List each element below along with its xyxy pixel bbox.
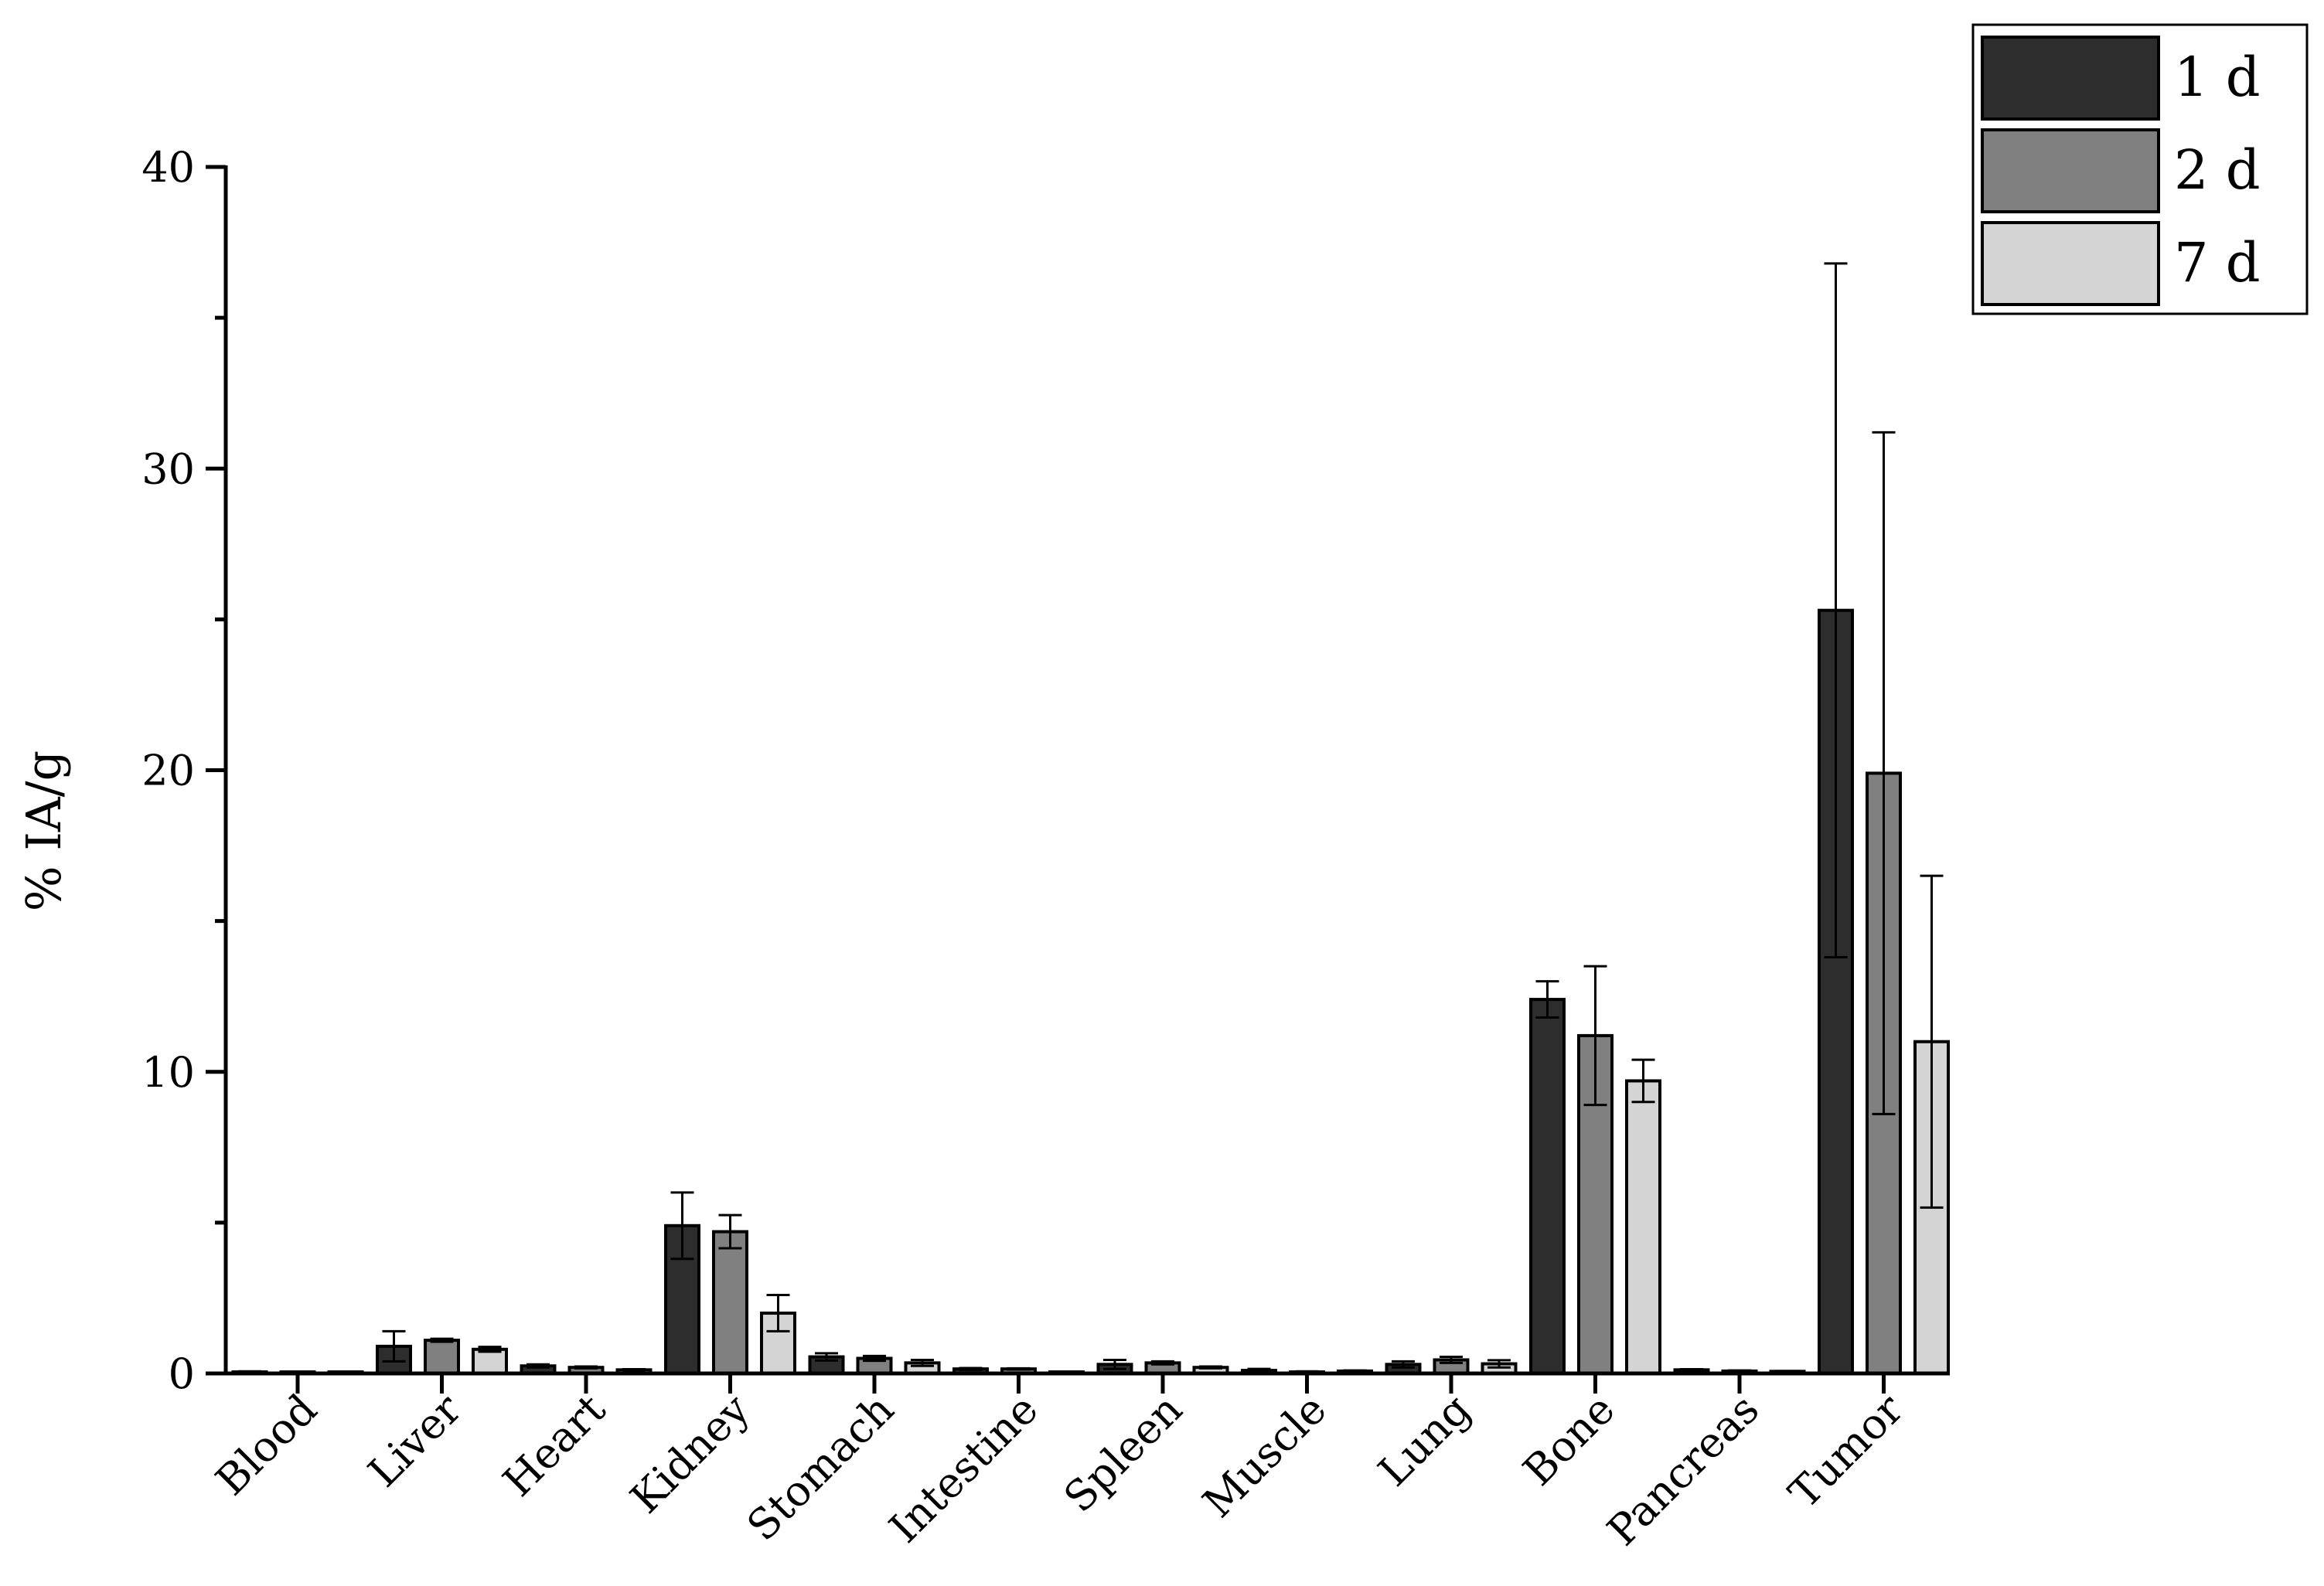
y-tick-label: 10 <box>141 1048 195 1097</box>
bar <box>1625 1079 1661 1376</box>
bars <box>231 262 1950 1376</box>
legend-swatch <box>1981 128 2160 213</box>
bar <box>1529 998 1566 1375</box>
legend-label: 1 d <box>2174 46 2261 109</box>
x-tick-label: Blood <box>206 1385 326 1505</box>
bar <box>712 1230 748 1376</box>
x-tick-label: Muscle <box>1194 1385 1336 1527</box>
y-tick-label: 40 <box>141 143 195 192</box>
legend-label: 2 d <box>2174 138 2261 202</box>
bar <box>472 1347 508 1376</box>
legend-label: 7 d <box>2174 231 2261 294</box>
y-tick-label: 20 <box>141 747 195 795</box>
x-tick-label: Tumor <box>1780 1385 1913 1518</box>
x-tick-label: Spleen <box>1055 1385 1191 1522</box>
y-axis-label: % IA/g <box>15 750 72 911</box>
legend-swatch <box>1981 221 2160 306</box>
y-axis: 0 10 20 30 40 <box>141 143 228 1398</box>
x-tick-label: Heart <box>493 1384 615 1506</box>
x-tick-label: Kidney <box>621 1384 759 1523</box>
y-tick-label: 0 <box>169 1349 195 1398</box>
x-tick-label: Lung <box>1369 1385 1481 1496</box>
x-tick-label: Pancreas <box>1598 1385 1768 1555</box>
x-tick-label: Intestine <box>880 1385 1048 1553</box>
x-tick-label: Bone <box>1514 1385 1624 1496</box>
x-tick-label: Liver <box>359 1385 471 1497</box>
legend-swatch <box>1981 36 2160 121</box>
x-tick-label: Stomach <box>738 1385 903 1550</box>
bar <box>424 1339 460 1376</box>
legend: 1 d 2 d 7 d <box>1971 23 2309 315</box>
y-tick-label: 30 <box>141 444 195 493</box>
